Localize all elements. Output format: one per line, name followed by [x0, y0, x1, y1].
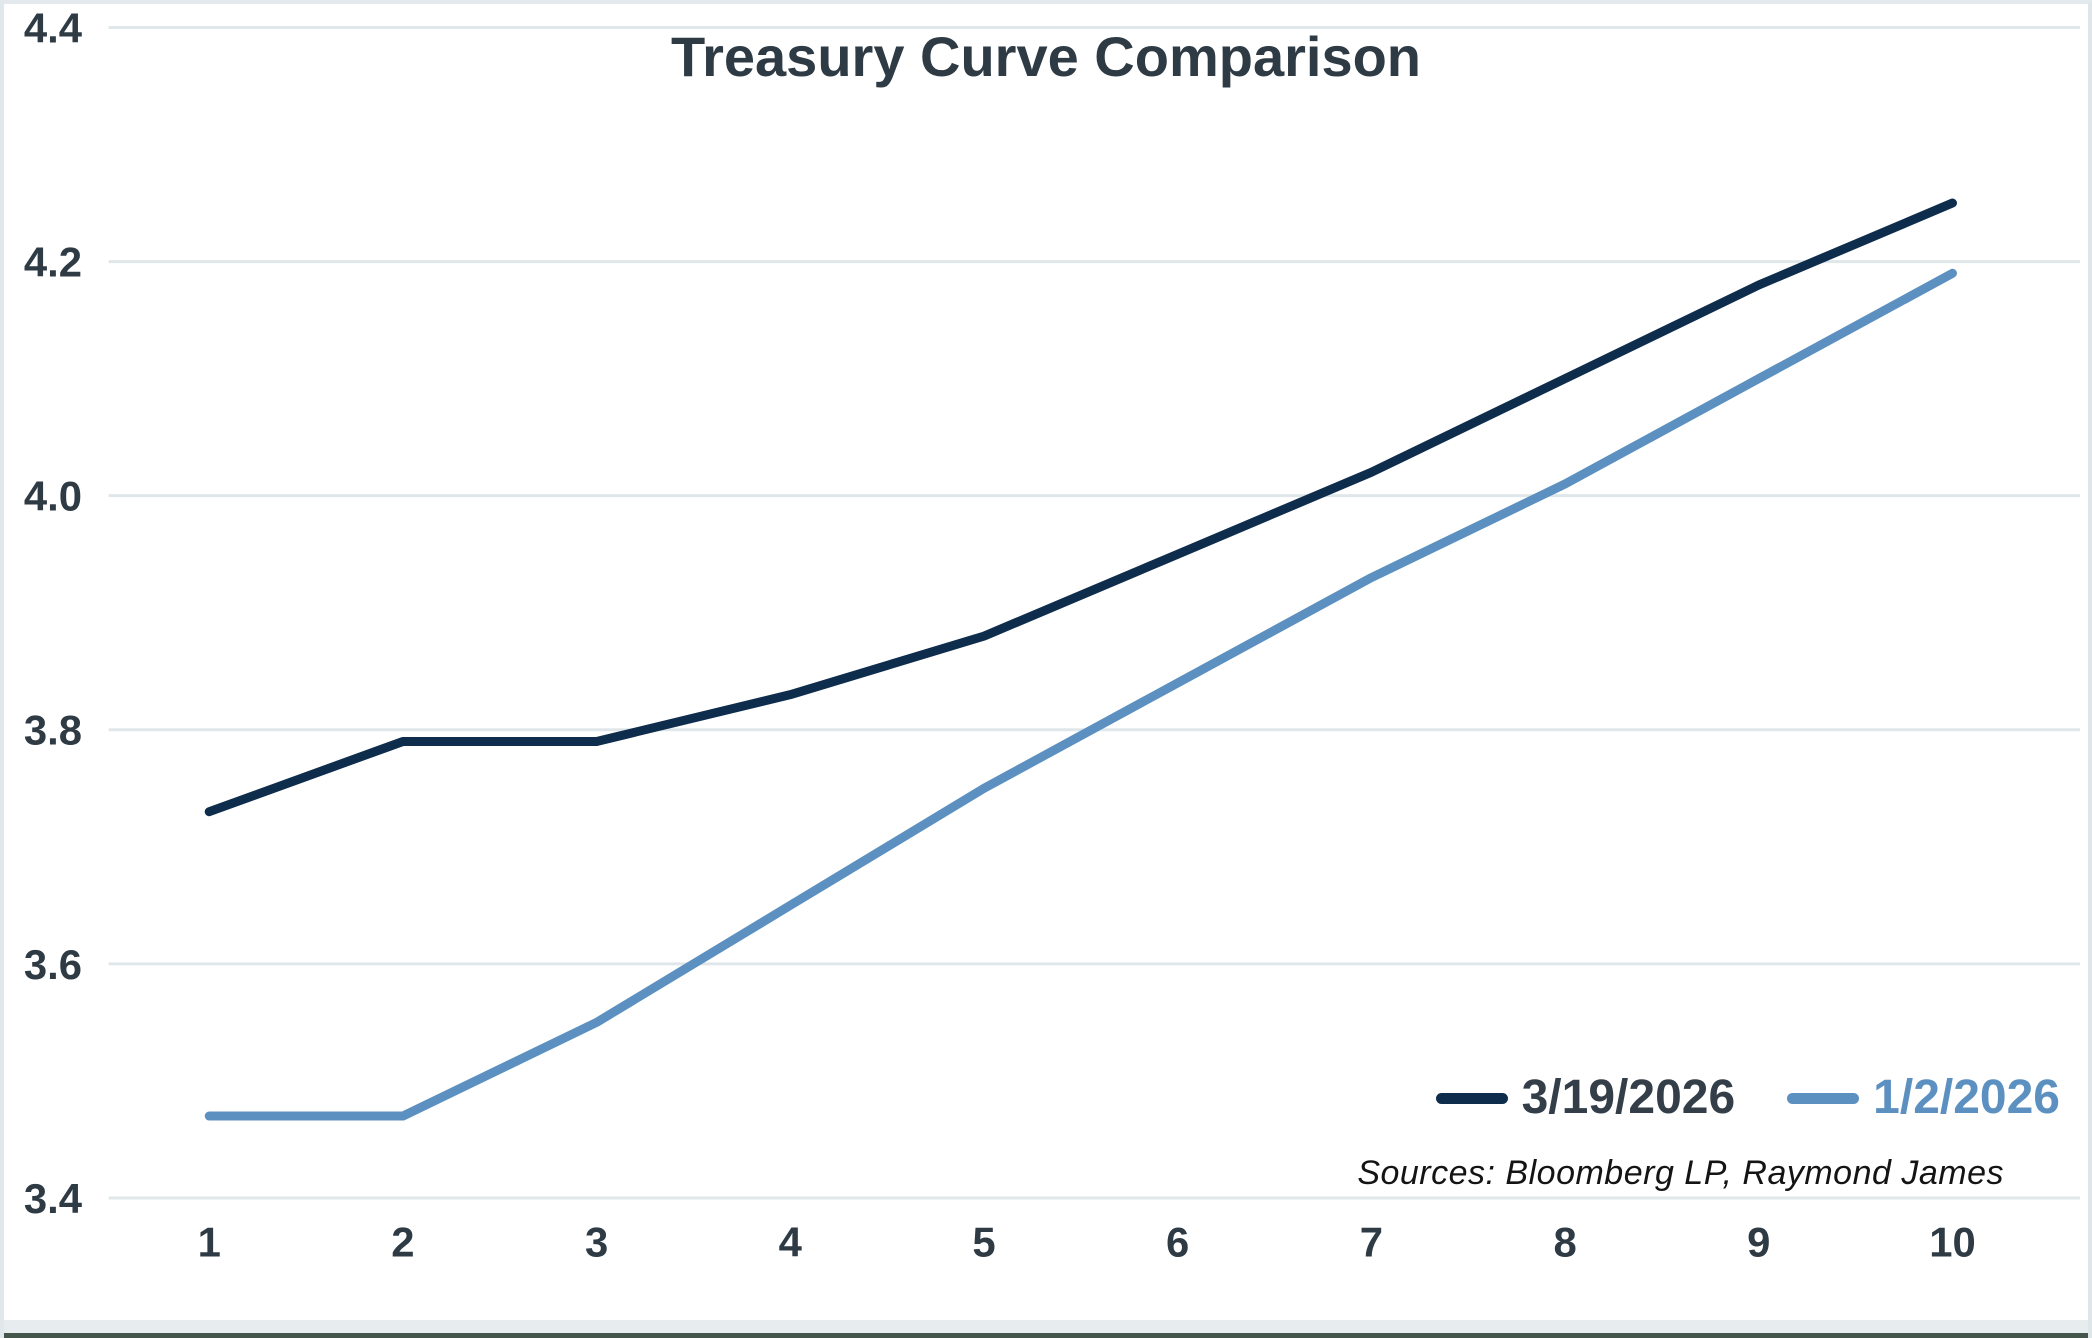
legend: 3/19/2026 1/2/2026	[1435, 1071, 2060, 1124]
legend-line-swatch	[1787, 1092, 1860, 1104]
line-plot: 4.4 4.2 4.0 3.8 3.6 3.4 1 2 3 4 5 6 7 8 9 10	[24, 4, 2081, 1266]
chart-title: Treasury Curve Comparison	[670, 25, 1422, 88]
x-tick-label: 2	[391, 1219, 414, 1266]
series-line-1-2-2026	[204, 268, 1957, 1121]
x-tick-label: 8	[1553, 1219, 1576, 1266]
y-tick-label: 3.4	[24, 1175, 83, 1222]
x-tick-label: 5	[972, 1219, 995, 1266]
legend-line-swatch	[1435, 1092, 1508, 1104]
x-tick-label: 6	[1166, 1219, 1189, 1266]
x-tick-label: 1	[198, 1219, 221, 1266]
y-tick-label: 4.0	[24, 473, 82, 520]
x-tick-label: 9	[1747, 1219, 1770, 1266]
y-tick-label: 3.8	[24, 707, 82, 754]
legend-label: 3/19/2026	[1521, 1071, 1736, 1124]
legend-label: 1/2/2026	[1873, 1071, 2060, 1124]
bottom-frame-edge	[4, 1333, 2088, 1338]
y-tick-label: 4.4	[24, 4, 83, 51]
source-note: Sources: Bloomberg LP, Raymond James	[1357, 1154, 2004, 1192]
x-tick-label: 3	[585, 1219, 608, 1266]
x-tick-label: 7	[1360, 1219, 1383, 1266]
x-tick-label: 4	[779, 1219, 803, 1266]
x-tick-label: 10	[1929, 1219, 1976, 1266]
y-tick-label: 4.2	[24, 239, 82, 286]
y-tick-label: 3.6	[24, 941, 82, 988]
series-line-3-19-2026	[204, 198, 1957, 817]
legend-item-3-19-2026: 3/19/2026	[1435, 1071, 1736, 1124]
legend-item-1-2-2026: 1/2/2026	[1787, 1074, 2060, 1122]
